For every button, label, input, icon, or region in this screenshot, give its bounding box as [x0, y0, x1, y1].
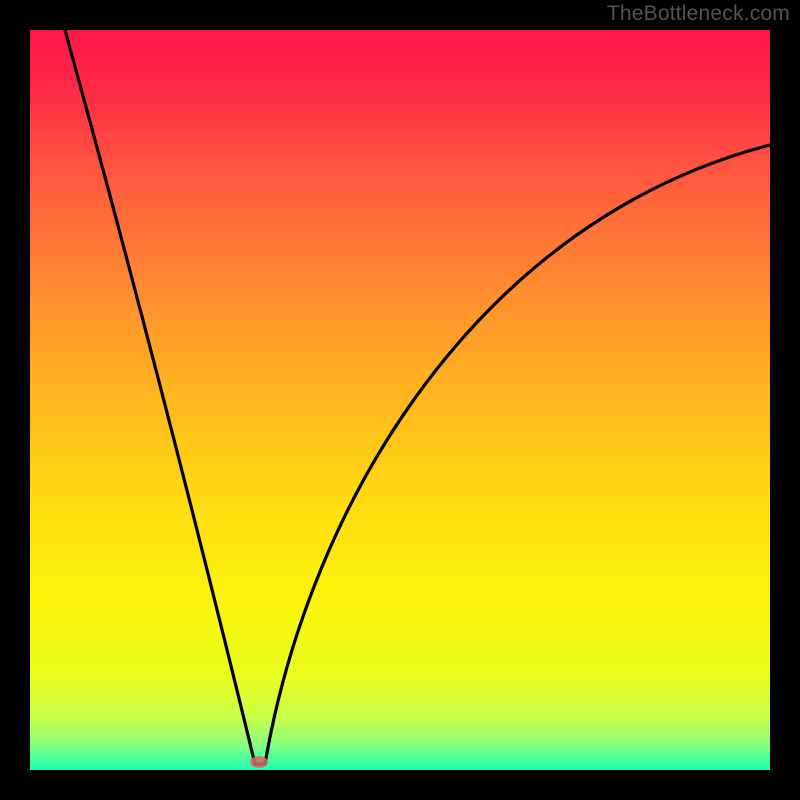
plot-background	[30, 30, 770, 770]
minimum-marker	[250, 756, 268, 768]
watermark-text: TheBottleneck.com	[607, 2, 790, 26]
chart-svg	[0, 0, 800, 800]
bottleneck-chart	[0, 0, 800, 800]
